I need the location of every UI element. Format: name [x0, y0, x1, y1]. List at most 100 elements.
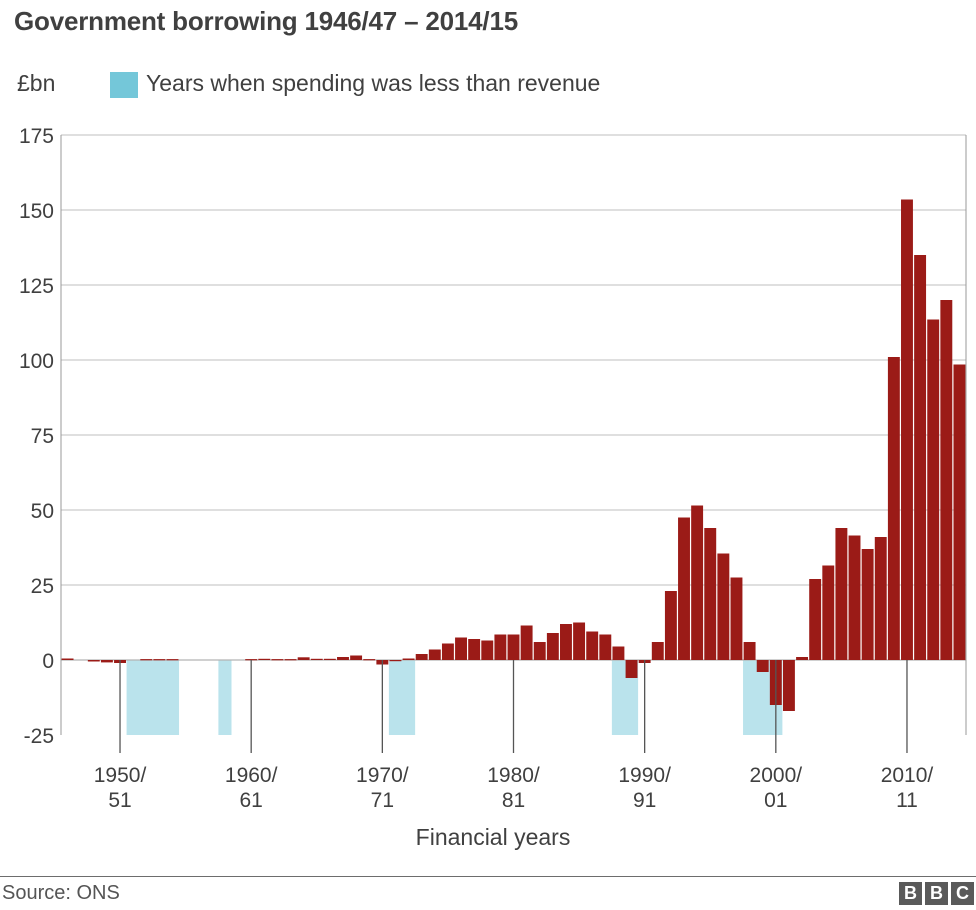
x-tick-label: 51 [108, 789, 131, 812]
bar [953, 364, 966, 660]
x-tick-label: 1950/ [94, 764, 147, 787]
bar [612, 646, 625, 660]
bar [573, 622, 586, 660]
bar [599, 634, 612, 660]
y-tick-label: 150 [19, 200, 54, 223]
bar [245, 659, 258, 661]
x-tick-label: 2000/ [750, 764, 803, 787]
chart-title: Government borrowing 1946/47 – 2014/15 [14, 6, 518, 36]
bar [756, 660, 769, 672]
bar [61, 658, 74, 660]
bar [140, 659, 153, 661]
x-tick-label: 91 [633, 789, 656, 812]
bar [284, 659, 297, 661]
bar [337, 657, 349, 660]
highlight-period [126, 660, 180, 735]
bar [533, 642, 546, 660]
bar [455, 637, 467, 660]
bbc-logo-letter: C [951, 882, 974, 905]
footer-divider [0, 876, 976, 877]
bar [901, 199, 913, 660]
bar [809, 579, 822, 660]
x-tick-label: 1970/ [356, 764, 409, 787]
bar [782, 660, 795, 711]
bar [363, 659, 376, 661]
highlight-period [388, 660, 416, 735]
bar [428, 649, 441, 660]
bar [874, 537, 887, 660]
bar [310, 658, 323, 660]
y-tick-label: 100 [19, 350, 54, 373]
x-tick-label: 11 [896, 789, 918, 812]
y-tick-label: 50 [31, 500, 54, 523]
x-tick-label: 81 [502, 789, 525, 812]
bar [586, 631, 599, 660]
x-tick-label: 1980/ [487, 764, 540, 787]
bar [507, 634, 520, 660]
bar [664, 591, 677, 660]
bar [350, 655, 363, 660]
y-tick-label: 25 [31, 575, 54, 598]
y-tick-label: 75 [31, 425, 54, 448]
y-tick-label: -25 [24, 725, 54, 748]
highlight-period [218, 660, 232, 735]
bar [887, 357, 900, 660]
y-tick-labels: -25 0 25 50 75 100 125 150 175 [19, 125, 54, 748]
bar [100, 660, 113, 663]
bar [441, 643, 454, 660]
legend-label: Years when spending was less than revenu… [146, 70, 601, 96]
bar [743, 642, 756, 660]
highlight-periods [126, 660, 783, 735]
bar [730, 577, 743, 660]
x-tick-label: 1990/ [618, 764, 671, 787]
bbc-logo-letter: B [925, 882, 948, 905]
x-tick-label: 61 [240, 789, 263, 812]
bar [691, 505, 704, 660]
x-tick-label: 1960/ [225, 764, 278, 787]
bar [389, 660, 402, 662]
bar [258, 658, 271, 660]
bbc-logo: B B C [899, 882, 974, 905]
bar [822, 565, 835, 660]
x-axis-label: Financial years [415, 824, 571, 850]
bar [153, 659, 166, 661]
bar [87, 660, 100, 662]
bar [835, 528, 848, 660]
bar [297, 657, 310, 660]
bars [61, 199, 966, 711]
bar [468, 639, 481, 660]
source-note: Source: ONS [2, 882, 120, 904]
bar [940, 300, 953, 660]
x-tick-label: 01 [764, 789, 787, 812]
bar [481, 640, 494, 660]
bar [796, 657, 809, 660]
bar-chart-plot: -25 0 25 50 75 100 125 150 175 1950/51 1960/61 197… [19, 125, 967, 812]
bar [848, 535, 861, 660]
bar [861, 549, 874, 660]
bar [402, 658, 415, 660]
bar [704, 528, 717, 660]
bar [625, 660, 638, 678]
x-tick-label: 2010/ [881, 764, 934, 787]
bar [546, 633, 559, 660]
y-axis-unit-label: £bn [17, 70, 56, 96]
bar [415, 654, 428, 660]
bar [271, 659, 284, 661]
bar [166, 659, 179, 661]
x-tick-label: 71 [371, 789, 394, 812]
y-tick-label: 125 [19, 275, 54, 298]
legend-swatch [110, 72, 138, 98]
x-ticks: 1950/51 1960/61 1970/71 1980/81 1990/91 2000/… [94, 660, 934, 812]
bar [651, 642, 664, 660]
y-tick-label: 175 [19, 125, 54, 148]
y-tick-label: 0 [42, 650, 54, 673]
bar [914, 255, 927, 660]
bar [717, 553, 730, 660]
bar [678, 517, 690, 660]
gridlines [60, 134, 967, 735]
bar [494, 634, 507, 660]
bbc-logo-letter: B [899, 882, 922, 905]
bar [927, 319, 940, 660]
bar [560, 624, 572, 660]
bar [323, 658, 336, 660]
